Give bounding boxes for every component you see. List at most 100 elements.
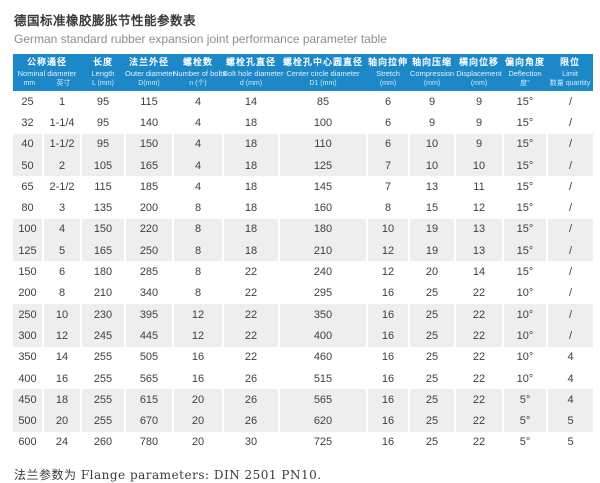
table-row: 25 1 95 115 4 14 85 6 9 9 15° / — [13, 91, 593, 113]
table-cell: / — [547, 154, 593, 177]
table-cell: 145 — [279, 176, 368, 198]
table-cell: 250 — [13, 303, 44, 326]
table-row: 125 5 165 250 8 18 210 12 19 13 15° / — [13, 240, 593, 262]
table-cell: 5 — [567, 436, 574, 449]
table-cell: 350 — [13, 346, 44, 368]
table-row: 100 4 150 220 8 18 180 10 19 13 15° / — [13, 218, 593, 241]
table-row: 32 1-1/4 95 140 4 18 100 6 9 9 15° / — [13, 112, 593, 134]
table-cell: 18 — [43, 389, 82, 411]
table-row: 250 10 230 395 12 22 350 16 25 22 10° / — [13, 303, 593, 326]
table-cell: 160 — [279, 197, 368, 219]
table-cell: 16 — [367, 367, 410, 390]
table-cell: 260 — [81, 431, 126, 454]
table-cell: 670 — [125, 410, 174, 432]
table-cell: 10° — [503, 346, 548, 368]
table-cell: / — [547, 240, 593, 262]
table-cell: 4 — [567, 351, 574, 364]
table-cell: 80 — [13, 197, 44, 219]
table-cell: 15° — [503, 91, 548, 113]
table-cell: 16 — [43, 367, 82, 390]
table-cell: 18 — [223, 240, 280, 262]
header-number-of-bolts: 螺栓数 Number of bolts n (个) — [173, 54, 226, 91]
table-cell: 285 — [125, 261, 174, 283]
header-label-zh: 横向位移 — [458, 57, 499, 67]
table-cell: 230 — [81, 303, 126, 326]
table-cell: 5 — [43, 240, 82, 262]
header-label-zh: 限位 — [559, 57, 580, 67]
header-label-en: Center circle diameter — [286, 69, 360, 78]
table-cell: 100 — [13, 218, 44, 241]
table-cell: 105 — [81, 154, 126, 177]
header-label-zh: 螺栓孔直径 — [225, 57, 276, 67]
table-cell: 8 — [173, 261, 224, 283]
header-unit: D(mm) — [138, 80, 160, 87]
table-cell: 10 — [409, 154, 456, 177]
table-cell: 565 — [125, 367, 174, 390]
table-cell: 22 — [223, 325, 280, 347]
header-label-zh: 公称通径 — [26, 57, 67, 67]
header-label-en: Number of bolts — [173, 69, 226, 78]
table-cell: 13 — [455, 218, 504, 241]
table-cell: 4 — [173, 112, 224, 134]
page-title: 德国标准橡胶膨胀节性能参数表 — [14, 14, 197, 28]
table-cell: 15° — [503, 218, 548, 241]
table-cell: 255 — [81, 389, 126, 411]
table-cell: 25 — [409, 410, 456, 432]
table-row: 200 8 210 340 8 22 295 16 25 22 10° / — [13, 282, 593, 304]
table-cell: 95 — [81, 112, 126, 134]
header-label-en: Stretch — [376, 69, 400, 78]
header-center-circle-diameter: 螺栓孔中心圆直径 Center circle diameter D1 (mm) — [279, 54, 367, 91]
table-cell: 16 — [367, 431, 410, 454]
table-cell: 620 — [279, 410, 368, 432]
table-cell: 3 — [43, 197, 82, 219]
table-cell: 400 — [13, 367, 44, 390]
table-cell: 22 — [223, 303, 280, 326]
table-cell: 22 — [223, 346, 280, 368]
table-cell: 7 — [367, 154, 410, 177]
table-row: 65 2-1/2 115 185 4 18 145 7 13 11 15° / — [13, 176, 593, 198]
table-cell: 18 — [223, 133, 280, 155]
table-cell: 22 — [455, 282, 504, 304]
table-cell: 19 — [409, 240, 456, 262]
table-cell: 140 — [125, 112, 174, 134]
header-label-en: Bolt hole diameter — [223, 69, 284, 78]
header-label-en: Compression — [409, 69, 455, 78]
header-label-en: Outer diameter — [125, 69, 176, 78]
table-body: 25 1 95 115 4 14 85 6 9 9 15°/32 1-1/4 95 140 4 18 100 6 9… — [13, 91, 593, 454]
table-row: 150 6 180 285 8 22 240 12 20 14 15° / — [13, 261, 593, 283]
header-unit: 数量 quantity — [549, 80, 591, 87]
table-cell: 26 — [223, 389, 280, 411]
table-cell: 15° — [503, 154, 548, 177]
table-cell: 115 — [81, 176, 126, 198]
table-cell: 9 — [409, 112, 456, 134]
header-label-zh: 轴向压缩 — [411, 57, 452, 67]
table-cell: 2 — [43, 154, 82, 177]
table-cell: 16 — [367, 303, 410, 326]
table-cell: 150 — [81, 218, 126, 241]
table-cell: 22 — [223, 261, 280, 283]
header-row: 公称通径 Nominal diameter mm 英寸 长度 Length L … — [13, 54, 593, 91]
table-cell: / — [568, 95, 573, 108]
table-cell: 26 — [223, 410, 280, 432]
table-cell: 1 — [43, 91, 82, 113]
table-cell: 18 — [223, 154, 280, 177]
header-nominal-diameter: 公称通径 Nominal diameter mm 英寸 — [13, 54, 81, 91]
table-cell: 16 — [367, 282, 410, 304]
table-cell: 1-1/4 — [43, 112, 82, 134]
title-block: 德国标准橡胶膨胀节性能参数表 German standard rubber ex… — [0, 0, 600, 46]
header-unit: d (mm) — [239, 80, 263, 87]
table-cell: 16 — [367, 410, 410, 432]
table-row: 300 12 245 445 12 22 400 16 25 22 10° / — [13, 325, 593, 347]
table-cell: 95 — [81, 91, 126, 113]
footer-note: 法兰参数为 Flange parameters: DIN 2501 PN10. — [14, 468, 322, 483]
table-cell: 10 — [367, 218, 410, 241]
table-cell: 180 — [279, 218, 368, 241]
table-cell: 125 — [279, 154, 368, 177]
table-cell: 445 — [125, 325, 174, 347]
table-cell: 24 — [43, 431, 82, 454]
header-label-en: Displacement — [456, 69, 502, 78]
table-cell: 22 — [455, 346, 504, 368]
header-unit: n (个) — [189, 80, 207, 87]
table-cell: / — [547, 303, 593, 326]
